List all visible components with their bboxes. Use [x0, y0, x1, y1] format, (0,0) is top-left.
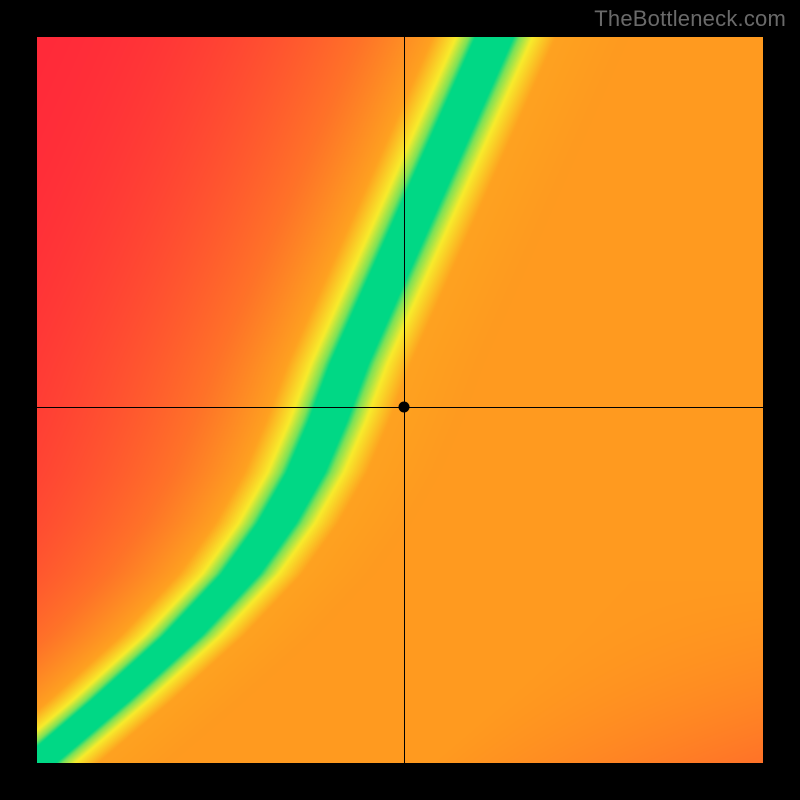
watermark-text: TheBottleneck.com [594, 6, 786, 32]
heatmap-canvas [37, 37, 763, 763]
bottleneck-heatmap [37, 37, 763, 763]
crosshair-vertical [404, 37, 405, 763]
selection-marker[interactable] [399, 402, 410, 413]
